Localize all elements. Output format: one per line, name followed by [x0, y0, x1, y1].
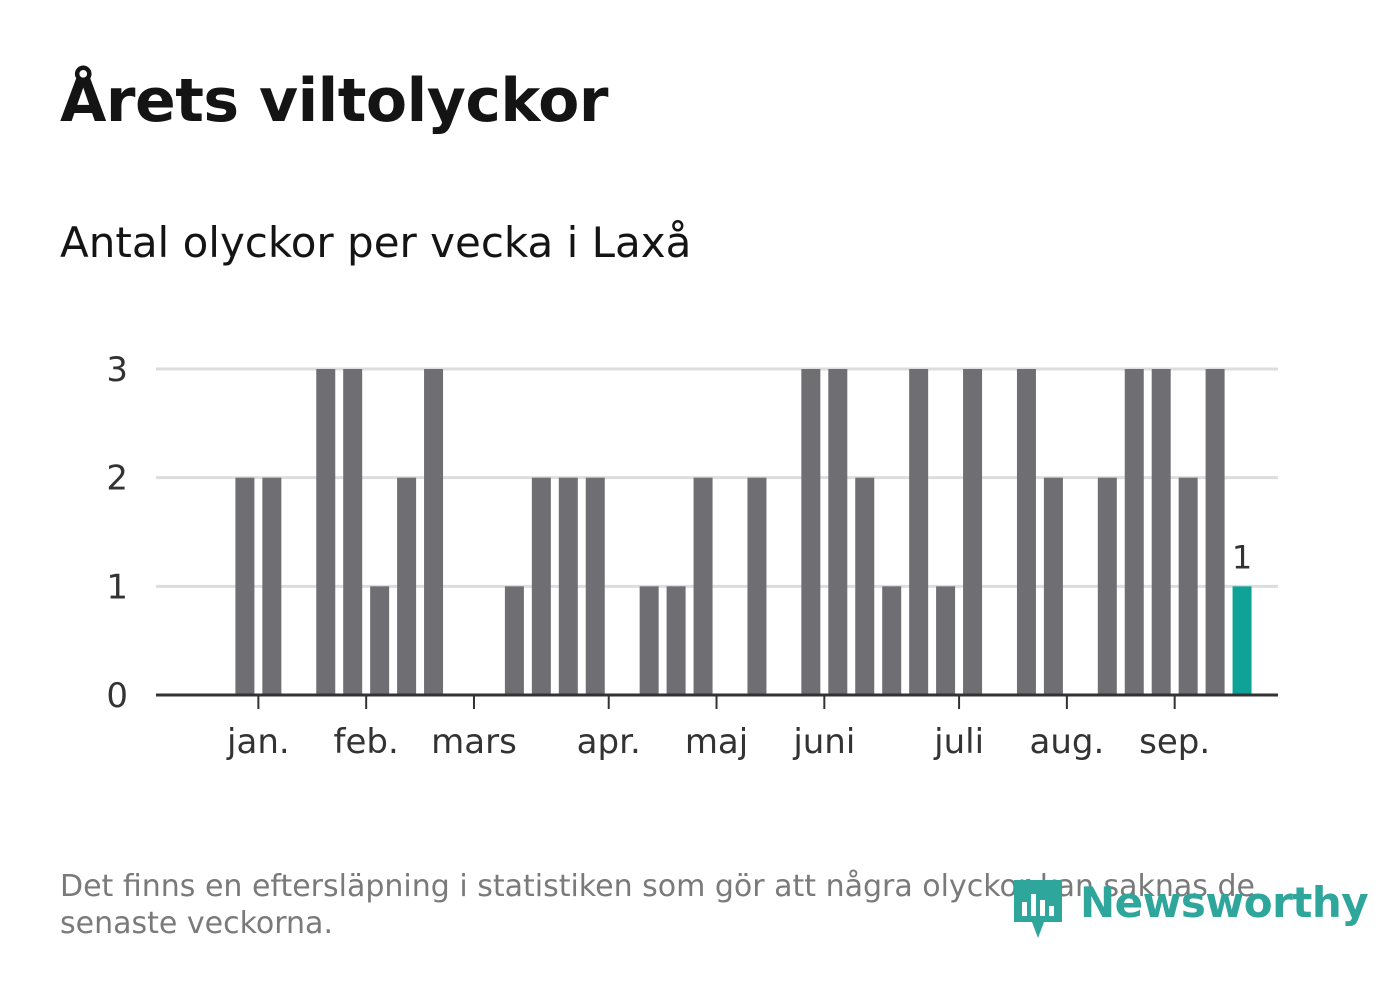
- x-tick-label: juni: [792, 722, 855, 762]
- bar: [855, 477, 875, 695]
- bar: [909, 369, 929, 695]
- bar: [936, 586, 956, 695]
- bar: [693, 477, 713, 695]
- y-tick-label: 0: [106, 676, 128, 716]
- y-tick-label: 1: [106, 567, 128, 607]
- x-tick-label: mars: [431, 722, 517, 762]
- chart-title: Årets viltolyckor: [60, 66, 609, 136]
- bar: [963, 369, 983, 695]
- newsworthy-logo: Newsworthy: [1010, 876, 1369, 940]
- bar: [1205, 369, 1225, 695]
- bar: [666, 586, 686, 695]
- bar: [397, 477, 417, 695]
- bar: [235, 477, 255, 695]
- x-tick-label: juli: [933, 722, 984, 762]
- bar: [828, 369, 848, 695]
- bar: [1178, 477, 1198, 695]
- bar: [747, 477, 767, 695]
- bar: [1097, 477, 1117, 695]
- bar: [504, 586, 524, 695]
- x-tick-label: jan.: [226, 722, 290, 762]
- bar: [1124, 369, 1144, 695]
- x-tick-label: apr.: [577, 722, 641, 762]
- x-tick-label: maj: [685, 722, 748, 762]
- newsworthy-logo-text: Newsworthy: [1080, 878, 1369, 927]
- y-tick-label: 3: [106, 350, 128, 390]
- bar-highlight: [1232, 586, 1252, 695]
- y-tick-label: 2: [106, 459, 128, 499]
- x-tick-label: sep.: [1139, 722, 1210, 762]
- newsworthy-logo-icon: [1014, 880, 1062, 938]
- bar: [639, 586, 659, 695]
- bar-chart: 0 1 2 3 1 jan. feb. mars apr. maj juni juli aug. sep.: [106, 350, 1278, 762]
- bar: [262, 477, 282, 695]
- bar: [531, 477, 551, 695]
- bar: [558, 477, 578, 695]
- bar: [1151, 369, 1171, 695]
- bar: [1043, 477, 1063, 695]
- bar: [801, 369, 821, 695]
- chart-subtitle: Antal olyckor per vecka i Laxå: [60, 218, 692, 267]
- bar: [424, 369, 444, 695]
- x-tick-label: aug.: [1029, 722, 1104, 762]
- data-label: 1: [1232, 538, 1252, 576]
- bar: [585, 477, 605, 695]
- bar: [316, 369, 336, 695]
- bar: [882, 586, 902, 695]
- x-tick-label: feb.: [334, 722, 399, 762]
- bar: [343, 369, 363, 695]
- bar: [1016, 369, 1036, 695]
- bar: [370, 586, 390, 695]
